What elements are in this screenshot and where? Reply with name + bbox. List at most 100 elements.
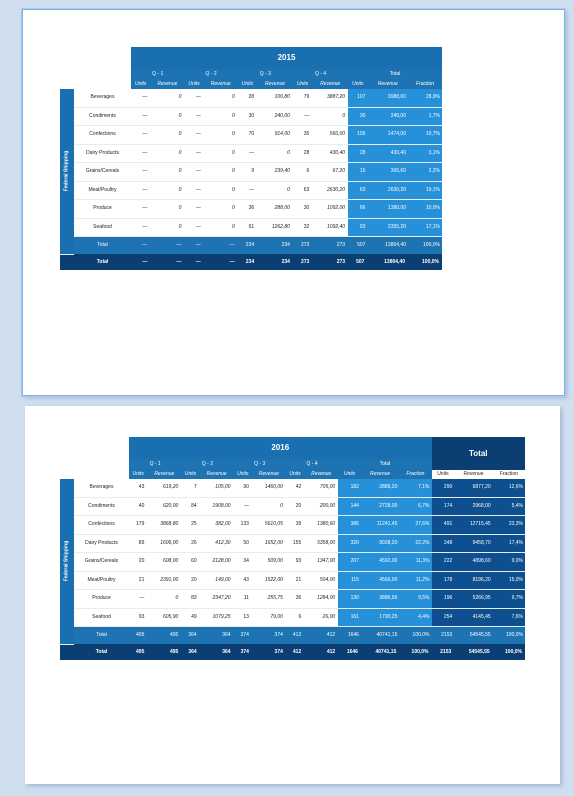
category-label: Confections	[74, 125, 131, 145]
value-cell: 320	[338, 534, 361, 553]
group-total-row: Total — — — —234 234 273 273 507 13804,40 100,0%	[60, 236, 442, 254]
overall-value-cell: 174	[431, 497, 455, 516]
value-cell: 3988,00	[367, 89, 408, 108]
overall-value-cell: 196	[431, 589, 455, 609]
grand-total-spacer	[60, 644, 74, 660]
table-row: Dairy Products 89 1606,00 26 412,30 50 1652,00…	[60, 534, 525, 553]
revenue-header: Revenue	[257, 80, 293, 89]
value-cell: 42	[285, 479, 305, 498]
category-label: Produce	[74, 589, 129, 609]
value-cell: 20	[285, 497, 305, 516]
table-row: Meat/Poultry 21 2391,00 20 149,00 43 1522,00 21…	[60, 571, 525, 590]
value-cell: 60	[181, 552, 200, 572]
corner-cell	[74, 80, 131, 89]
corner-cell	[74, 47, 131, 69]
value-cell: 21	[285, 571, 305, 590]
table-row: Federal Shipping Beverages —0—0 28 100,80 79 3…	[60, 89, 442, 255]
category-label: Beverages	[74, 479, 129, 498]
value-cell: 182	[338, 479, 361, 498]
table-row: Produce —0—0 36 288,00 30 1092,00 66 1380,00 10,…	[60, 199, 442, 219]
table-row: Federal Shipping Beverages 43 619,20 7 105,00…	[60, 479, 525, 645]
value-cell: —	[131, 218, 151, 237]
value-cell: 0	[257, 144, 293, 163]
value-cell: —	[184, 125, 204, 145]
value-cell: 0	[150, 218, 185, 237]
category-label: Seafood	[74, 218, 131, 237]
value-cell: 161	[338, 608, 361, 627]
value-cell: 1380,60	[304, 515, 339, 535]
grand-total-cell: 364	[199, 644, 234, 660]
value-cell: 22,2%	[399, 534, 432, 553]
value-cell: 7,1%	[399, 479, 432, 498]
fraction-header: Fraction	[399, 470, 432, 479]
value-cell: —	[237, 181, 258, 200]
value-cell: —	[131, 199, 151, 219]
value-cell: 1908,00	[199, 497, 234, 516]
value-cell: 0	[150, 162, 185, 182]
grand-total-cell: 234	[237, 254, 258, 270]
value-cell: 19,1%	[408, 181, 442, 200]
overall-value-cell: 290	[431, 479, 455, 498]
value-cell: 306,60	[367, 162, 408, 182]
grand-total-cell: 412	[285, 644, 305, 660]
grand-total-cell: 374	[233, 644, 252, 660]
value-cell: 5358,00	[304, 534, 339, 553]
units-header: Units	[285, 470, 305, 479]
value-cell: 39	[285, 515, 305, 535]
value-cell: 0	[312, 107, 349, 126]
units-header: Units	[181, 470, 200, 479]
value-cell: 30	[292, 199, 313, 219]
value-cell: 200,00	[304, 497, 339, 516]
total-cell: 273	[292, 236, 313, 254]
value-cell: 11,3%	[399, 552, 432, 572]
value-cell: 3887,20	[312, 89, 349, 108]
category-label: Dairy Products	[74, 534, 129, 553]
value-cell: —	[184, 107, 204, 126]
value-cell: 207	[338, 552, 361, 572]
title-row: 2016 Total	[60, 437, 525, 470]
corner-cell	[60, 437, 74, 459]
value-cell: 63	[348, 181, 368, 200]
value-cell: 20	[181, 571, 200, 590]
value-cell: —	[131, 107, 151, 126]
value-cell: 93	[285, 552, 305, 572]
grand-total-cell: —	[203, 254, 238, 270]
overall-value-cell: 4145,45	[454, 608, 493, 627]
overall-value-cell: 178	[431, 571, 455, 590]
value-cell: 605,90	[147, 608, 182, 627]
total-cell: 412	[304, 626, 339, 644]
value-cell: —	[131, 162, 151, 182]
value-cell: 3,1%	[408, 144, 442, 163]
category-label: Meat/Poultry	[74, 181, 131, 200]
overall-value-cell: 4898,60	[454, 552, 493, 572]
grand-total-label: Total	[74, 644, 129, 660]
value-cell: 386	[338, 515, 361, 535]
value-cell: 7	[181, 479, 200, 498]
value-cell: —	[184, 162, 204, 182]
value-cell: 0	[203, 199, 238, 219]
revenue-header: Revenue	[367, 80, 408, 89]
units-header: Units	[129, 470, 148, 479]
grand-total-cell: —	[131, 254, 151, 270]
value-cell: 90	[233, 479, 252, 498]
overall-value-cell: 348	[431, 534, 455, 553]
subheader-row: Units Revenue Units Revenue Units Revenue Unit…	[60, 80, 442, 89]
overall-units-header: Units	[431, 470, 455, 479]
value-cell: 0	[150, 199, 185, 219]
revenue-header: Revenue	[251, 470, 286, 479]
corner-cell	[74, 437, 129, 459]
total-cell: 374	[233, 626, 252, 644]
value-cell: 40	[129, 497, 148, 516]
value-cell: —	[184, 89, 204, 108]
overall-value-cell: 254	[431, 608, 455, 627]
revenue-header: Revenue	[147, 470, 182, 479]
value-cell: 27,6%	[399, 515, 432, 535]
value-cell: 26	[181, 534, 200, 553]
value-cell: 93	[348, 218, 368, 237]
value-cell: 504,00	[304, 571, 339, 590]
total-cell: 273	[312, 236, 349, 254]
value-cell: —	[233, 497, 252, 516]
value-cell: 25	[181, 515, 200, 535]
category-label: Beverages	[74, 89, 131, 108]
